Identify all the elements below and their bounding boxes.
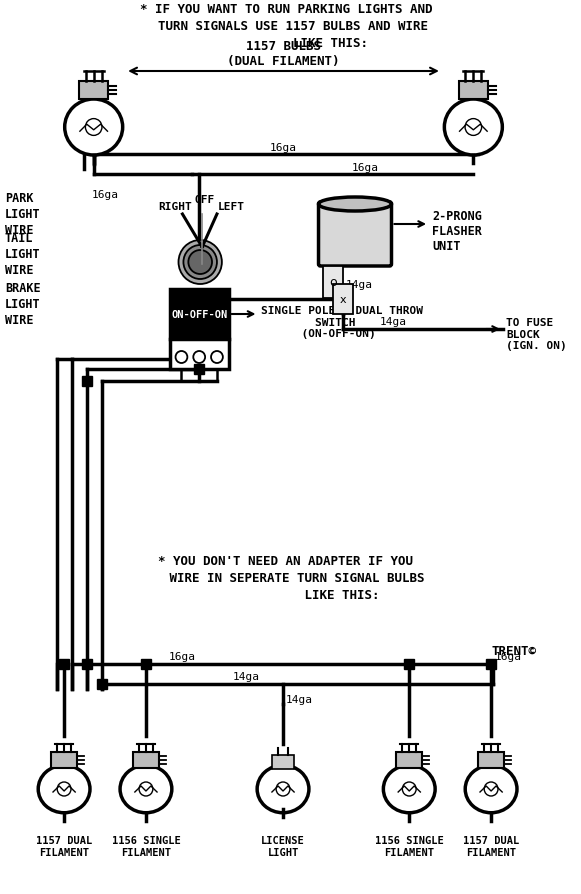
Circle shape: [175, 351, 187, 364]
Text: 1157 DUAL
FILAMENT: 1157 DUAL FILAMENT: [463, 835, 519, 857]
Bar: [324, 266, 343, 299]
Bar: [170, 340, 229, 369]
Text: 16ga: 16ga: [169, 651, 196, 662]
Text: 14ga: 14ga: [380, 316, 407, 326]
Text: PARK
LIGHT
WIRE: PARK LIGHT WIRE: [5, 192, 41, 237]
Text: * IF YOU WANT TO RUN PARKING LIGHTS AND
  TURN SIGNALS USE 1157 BULBS AND WIRE
 : * IF YOU WANT TO RUN PARKING LIGHTS AND …: [140, 3, 432, 50]
FancyBboxPatch shape: [318, 203, 392, 266]
Text: LICENSE
LIGHT: LICENSE LIGHT: [261, 835, 305, 857]
Bar: [170, 290, 229, 340]
Bar: [396, 752, 422, 768]
Ellipse shape: [38, 765, 90, 813]
Text: 16ga: 16ga: [495, 651, 522, 662]
Text: RIGHT: RIGHT: [159, 202, 192, 212]
Ellipse shape: [383, 765, 435, 813]
Bar: [51, 752, 77, 768]
Text: 2-PRONG
FLASHER
UNIT: 2-PRONG FLASHER UNIT: [432, 210, 482, 253]
Text: SINGLE POLE / DUAL THROW
        SWITCH
      (ON-OFF-ON): SINGLE POLE / DUAL THROW SWITCH (ON-OFF-…: [261, 306, 424, 339]
Ellipse shape: [444, 100, 503, 156]
Text: 14ga: 14ga: [346, 280, 373, 290]
Text: ON-OFF-ON: ON-OFF-ON: [171, 309, 227, 320]
Bar: [272, 755, 294, 769]
Bar: [79, 82, 109, 100]
Circle shape: [193, 351, 205, 364]
Text: OFF: OFF: [195, 195, 215, 205]
Text: 1156 SINGLE
FILAMENT: 1156 SINGLE FILAMENT: [112, 835, 180, 857]
Ellipse shape: [257, 765, 309, 813]
Text: 16ga: 16ga: [270, 143, 297, 153]
Text: TAIL
LIGHT
WIRE: TAIL LIGHT WIRE: [5, 232, 41, 276]
Text: 1156 SINGLE
FILAMENT: 1156 SINGLE FILAMENT: [375, 835, 444, 857]
Text: LEFT: LEFT: [218, 202, 245, 212]
Text: 1157 DUAL
FILAMENT: 1157 DUAL FILAMENT: [36, 835, 92, 857]
Ellipse shape: [465, 765, 517, 813]
Text: * YOU DON'T NEED AN ADAPTER IF YOU
   WIRE IN SEPERATE TURN SIGNAL BULBS
       : * YOU DON'T NEED AN ADAPTER IF YOU WIRE …: [147, 554, 425, 602]
Text: 14ga: 14ga: [286, 695, 313, 704]
Text: TO FUSE
BLOCK
(IGN. ON): TO FUSE BLOCK (IGN. ON): [506, 317, 566, 350]
Bar: [478, 752, 504, 768]
Text: o: o: [329, 276, 337, 289]
Circle shape: [184, 246, 217, 280]
Bar: [458, 82, 488, 100]
Text: 16ga: 16ga: [92, 190, 119, 199]
Text: 14ga: 14ga: [233, 671, 260, 681]
Text: TRENT©: TRENT©: [491, 645, 536, 657]
Text: x: x: [340, 295, 346, 305]
Ellipse shape: [120, 765, 172, 813]
Bar: [133, 752, 159, 768]
Text: 1157 BULBS
(DUAL FILAMENT): 1157 BULBS (DUAL FILAMENT): [227, 40, 340, 68]
Ellipse shape: [318, 198, 392, 212]
Circle shape: [178, 240, 222, 284]
Circle shape: [188, 250, 212, 274]
Bar: [333, 284, 353, 315]
Ellipse shape: [64, 100, 123, 156]
Text: BRAKE
LIGHT
WIRE: BRAKE LIGHT WIRE: [5, 282, 41, 326]
Text: 16ga: 16ga: [352, 163, 378, 173]
Circle shape: [211, 351, 223, 364]
